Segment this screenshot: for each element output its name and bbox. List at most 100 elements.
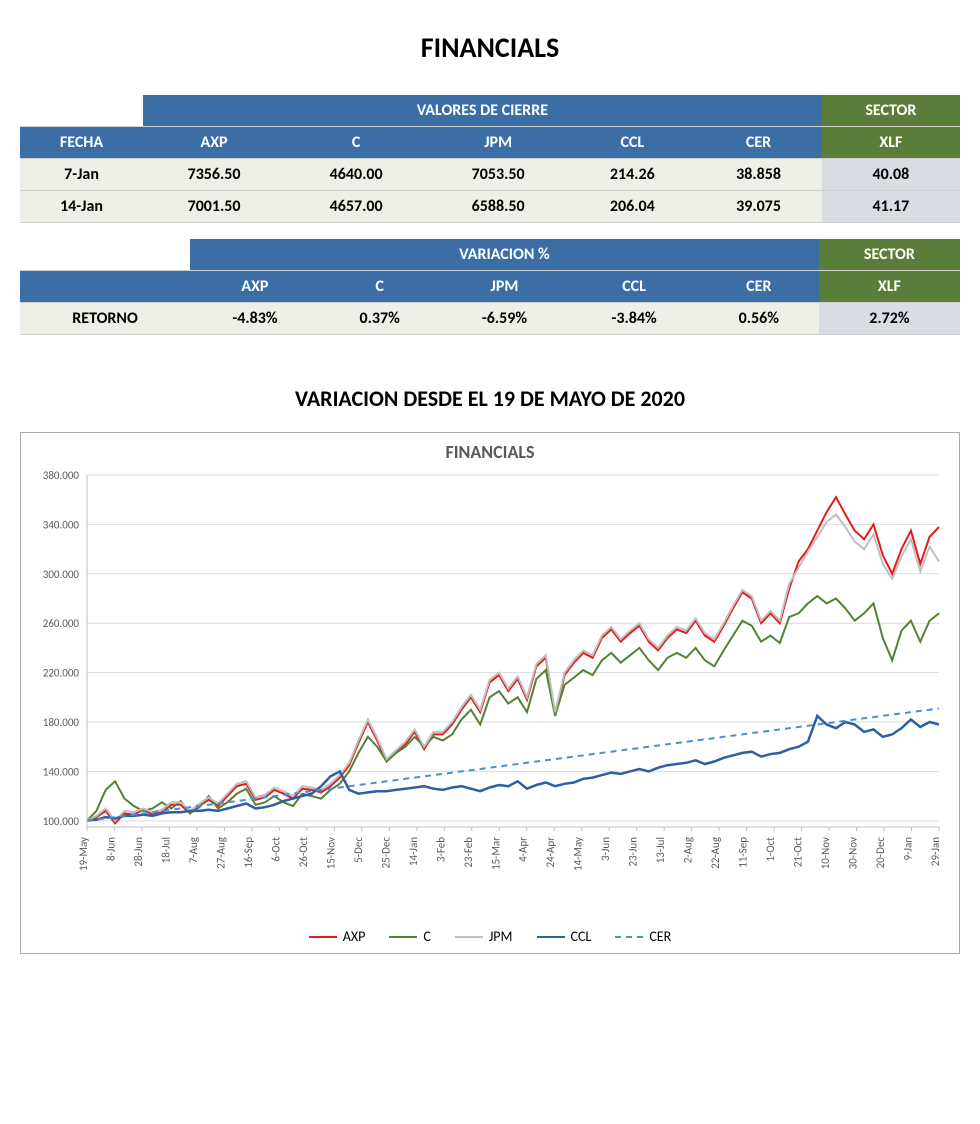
svg-text:14-Jan: 14-Jan — [407, 837, 420, 866]
svg-text:30-Nov: 30-Nov — [847, 837, 860, 869]
svg-text:26-Oct: 26-Oct — [297, 837, 310, 867]
svg-text:23-Jun: 23-Jun — [627, 837, 640, 867]
col-blank — [20, 271, 190, 303]
header-sector: SECTOR — [822, 95, 960, 127]
col-c: C — [285, 127, 427, 159]
svg-text:13-Jul: 13-Jul — [654, 837, 667, 863]
legend-swatch — [309, 936, 337, 938]
svg-text:9-Jan: 9-Jan — [902, 837, 915, 861]
legend-label: CER — [649, 928, 671, 945]
cell-jpm: 6588.50 — [427, 191, 569, 223]
svg-text:180.000: 180.000 — [43, 716, 80, 729]
corner-cell — [20, 239, 190, 271]
cell-cer: 39.075 — [695, 191, 821, 223]
col-jpm: JPM — [440, 271, 570, 303]
col-cer: CER — [695, 127, 821, 159]
svg-text:21-Oct: 21-Oct — [792, 837, 805, 867]
legend-label: CCL — [571, 928, 592, 945]
legend-item: CCL — [537, 928, 592, 945]
legend-label: C — [423, 928, 430, 945]
svg-text:220.000: 220.000 — [43, 667, 80, 680]
col-ccl: CCL — [569, 127, 695, 159]
variation-table: VARIACION % SECTOR AXP C JPM CCL CER XLF… — [20, 239, 960, 335]
corner-cell — [20, 95, 143, 127]
table-row: RETORNO -4.83% 0.37% -6.59% -3.84% 0.56%… — [20, 303, 960, 335]
cell-c: 0.37% — [320, 303, 440, 335]
legend-item: C — [389, 928, 430, 945]
col-xlf: XLF — [822, 127, 960, 159]
table-row: 14-Jan 7001.50 4657.00 6588.50 206.04 39… — [20, 191, 960, 223]
header-sector: SECTOR — [819, 239, 960, 271]
legend-item: JPM — [455, 928, 513, 945]
svg-text:27-Aug: 27-Aug — [214, 837, 227, 869]
legend-swatch — [389, 936, 417, 938]
svg-text:15-Nov: 15-Nov — [324, 837, 337, 869]
cell-c: 4657.00 — [285, 191, 427, 223]
legend-label: AXP — [343, 928, 366, 945]
svg-text:23-Feb: 23-Feb — [462, 837, 475, 868]
cell-ccl: 206.04 — [569, 191, 695, 223]
legend-item: AXP — [309, 928, 366, 945]
cell-jpm: -6.59% — [440, 303, 570, 335]
svg-text:25-Dec: 25-Dec — [379, 837, 392, 869]
col-axp: AXP — [143, 127, 285, 159]
cell-ccl: -3.84% — [569, 303, 699, 335]
svg-text:7-Aug: 7-Aug — [187, 837, 200, 863]
cell-xlf: 40.08 — [822, 159, 960, 191]
cell-xlf: 41.17 — [822, 191, 960, 223]
svg-text:300.000: 300.000 — [43, 568, 80, 581]
chart-title: FINANCIALS — [29, 441, 951, 463]
svg-text:28-Jun: 28-Jun — [132, 837, 145, 867]
cell-xlf: 2.72% — [819, 303, 960, 335]
chart-container: FINANCIALS 100.000 140.000 180.000 220.000 2… — [20, 432, 960, 954]
page-title: FINANCIALS — [20, 30, 960, 65]
svg-text:340.000: 340.000 — [43, 518, 80, 531]
chart-legend: AXP C JPM CCL CER — [29, 922, 951, 945]
cell-jpm: 7053.50 — [427, 159, 569, 191]
svg-text:15-Mar: 15-Mar — [489, 837, 502, 870]
cell-ccl: 214.26 — [569, 159, 695, 191]
cell-fecha: 14-Jan — [20, 191, 143, 223]
svg-text:18-Jul: 18-Jul — [159, 837, 172, 863]
legend-swatch — [615, 936, 643, 938]
table-row: 7-Jan 7356.50 4640.00 7053.50 214.26 38.… — [20, 159, 960, 191]
svg-text:10-Nov: 10-Nov — [819, 837, 832, 869]
col-jpm: JPM — [427, 127, 569, 159]
svg-text:24-Apr: 24-Apr — [544, 837, 557, 868]
svg-text:100.000: 100.000 — [43, 815, 80, 828]
svg-text:20-Dec: 20-Dec — [874, 837, 887, 869]
svg-text:14-May: 14-May — [572, 837, 585, 871]
header-valores: VALORES DE CIERRE — [143, 95, 822, 127]
col-axp: AXP — [190, 271, 320, 303]
svg-text:5-Dec: 5-Dec — [352, 837, 365, 863]
legend-label: JPM — [489, 928, 513, 945]
svg-text:6-Oct: 6-Oct — [269, 837, 282, 862]
closing-values-table: VALORES DE CIERRE SECTOR FECHA AXP C JPM… — [20, 95, 960, 223]
svg-text:8-Jun: 8-Jun — [104, 837, 117, 861]
svg-text:3-Feb: 3-Feb — [434, 837, 447, 862]
svg-text:2-Aug: 2-Aug — [682, 837, 695, 863]
chart-section-title: VARIACION DESDE EL 19 DE MAYO DE 2020 — [20, 385, 960, 412]
cell-cer: 38.858 — [695, 159, 821, 191]
svg-text:16-Sep: 16-Sep — [242, 837, 255, 868]
col-ccl: CCL — [569, 271, 699, 303]
svg-text:1-Oct: 1-Oct — [764, 837, 777, 862]
col-fecha: FECHA — [20, 127, 143, 159]
svg-text:22-Aug: 22-Aug — [709, 837, 722, 869]
cell-retorno-label: RETORNO — [20, 303, 190, 335]
svg-text:11-Sep: 11-Sep — [737, 837, 750, 868]
legend-swatch — [455, 936, 483, 938]
cell-axp: 7001.50 — [143, 191, 285, 223]
svg-text:260.000: 260.000 — [43, 617, 80, 630]
svg-text:3-Jun: 3-Jun — [599, 837, 612, 861]
svg-text:140.000: 140.000 — [43, 765, 80, 778]
cell-c: 4640.00 — [285, 159, 427, 191]
col-xlf: XLF — [819, 271, 960, 303]
col-cer: CER — [699, 271, 819, 303]
line-chart: 100.000 140.000 180.000 220.000 260.000 300.0… — [29, 469, 949, 909]
svg-text:19-May: 19-May — [77, 837, 90, 871]
header-variacion: VARIACION % — [190, 239, 819, 271]
svg-text:4-Apr: 4-Apr — [517, 837, 530, 862]
cell-axp: -4.83% — [190, 303, 320, 335]
svg-text:380.000: 380.000 — [43, 469, 80, 482]
